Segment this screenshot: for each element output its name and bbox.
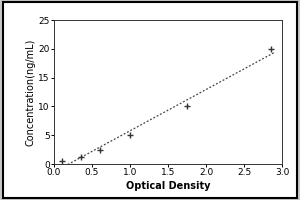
X-axis label: Optical Density: Optical Density <box>126 181 210 191</box>
Y-axis label: Concentration(ng/mL): Concentration(ng/mL) <box>26 38 36 146</box>
